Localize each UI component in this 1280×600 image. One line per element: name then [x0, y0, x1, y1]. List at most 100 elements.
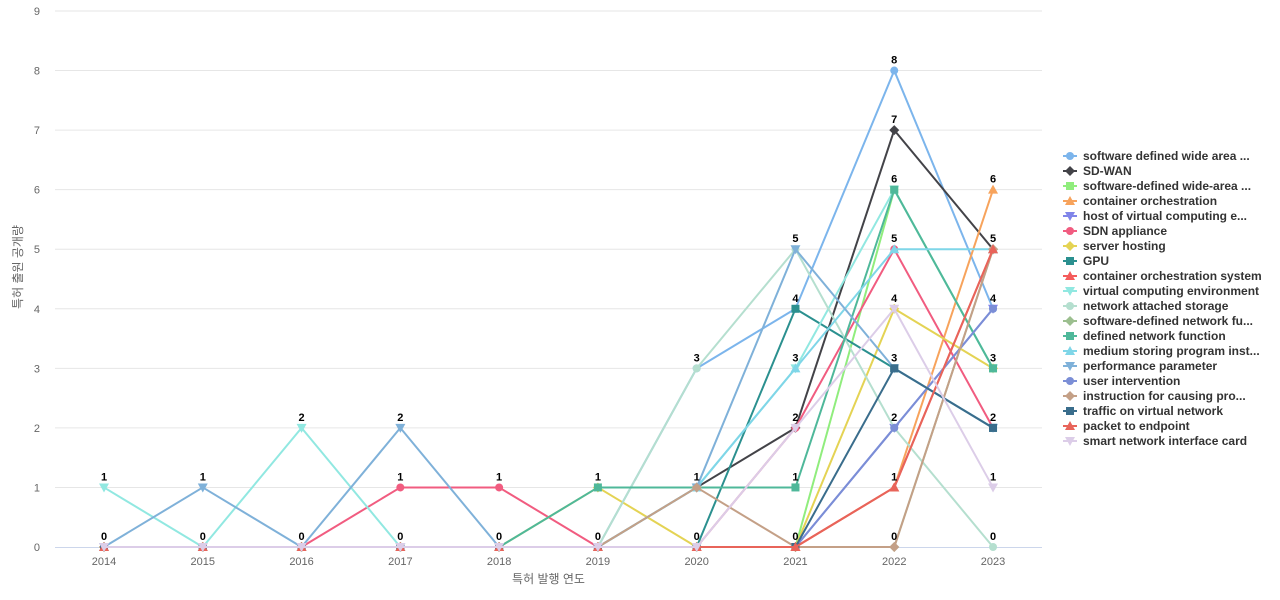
legend-item[interactable]: software defined wide area ... [1063, 149, 1250, 163]
legend-item[interactable]: instruction for causing pro... [1063, 389, 1246, 403]
data-point [790, 423, 801, 433]
legend-label: performance parameter [1083, 359, 1217, 373]
data-label: 4 [891, 293, 898, 305]
data-point [99, 543, 109, 552]
data-point [889, 125, 900, 136]
data-point [692, 364, 701, 373]
data-label: 1 [397, 471, 403, 483]
data-label: 0 [990, 531, 996, 543]
legend-marker [1066, 227, 1074, 235]
legend-label: packet to endpoint [1083, 419, 1190, 433]
legend-item[interactable]: network attached storage [1063, 299, 1229, 313]
legend-marker [1066, 407, 1074, 415]
data-label: 0 [496, 531, 502, 543]
data-label: 2 [298, 412, 304, 424]
x-tick-label: 2017 [388, 556, 412, 568]
data-point [99, 483, 109, 493]
legend-marker [1065, 287, 1075, 296]
data-label: 1 [990, 471, 996, 483]
data-label: 4 [792, 293, 799, 305]
data-point [494, 543, 505, 552]
data-point [989, 423, 998, 432]
data-label: 3 [990, 352, 996, 364]
data-label: 2 [891, 412, 897, 424]
legend-label: software defined wide area ... [1083, 149, 1250, 163]
data-label: 1 [101, 471, 107, 483]
legend-item[interactable]: SD-WAN [1063, 164, 1132, 178]
data-point [296, 543, 307, 552]
x-tick-label: 2014 [92, 556, 116, 568]
series-5 [100, 245, 998, 551]
legend-item[interactable]: container orchestration [1063, 194, 1217, 208]
y-tick-label: 5 [34, 244, 40, 256]
data-point [989, 364, 998, 373]
series-line [104, 129, 994, 548]
data-label: 0 [595, 531, 601, 543]
legend-item[interactable]: medium storing program inst... [1063, 344, 1260, 358]
legend-item[interactable]: software-defined network fu... [1063, 314, 1253, 328]
series-18 [99, 244, 999, 551]
data-point [395, 423, 406, 433]
data-label: 0 [694, 531, 700, 543]
series-line [104, 307, 994, 548]
data-point [988, 184, 999, 194]
legend-marker [1065, 391, 1075, 401]
data-label: 2 [792, 412, 798, 424]
data-label: 0 [891, 531, 897, 543]
legend-item[interactable]: SDN appliance [1063, 224, 1167, 238]
y-tick-label: 3 [34, 363, 40, 375]
legend-label: virtual computing environment [1083, 284, 1259, 298]
data-point [296, 423, 307, 433]
series-19 [99, 304, 999, 552]
data-point [197, 483, 208, 493]
data-label: 7 [891, 114, 897, 126]
data-point [691, 482, 702, 493]
legend-label: host of virtual computing e... [1083, 209, 1247, 223]
legend-label: SDN appliance [1083, 224, 1167, 238]
legend-label: user intervention [1083, 374, 1180, 388]
y-axis-title: 특허 출원 공개량 [11, 225, 25, 309]
x-tick-label: 2018 [487, 556, 511, 568]
x-tick-label: 2016 [289, 556, 313, 568]
data-point [791, 483, 800, 492]
data-label: 5 [990, 233, 996, 245]
legend-item[interactable]: smart network interface card [1063, 434, 1247, 448]
legend-item[interactable]: server hosting [1063, 239, 1166, 253]
legend-item[interactable]: packet to endpoint [1063, 419, 1190, 433]
data-label: 5 [891, 233, 897, 245]
x-tick-label: 2023 [981, 556, 1005, 568]
legend-marker [1065, 421, 1075, 430]
legend-label: software-defined network fu... [1083, 314, 1253, 328]
series-line [104, 367, 994, 548]
data-label: 1 [595, 471, 601, 483]
legend-item[interactable]: GPU [1063, 254, 1109, 268]
data-point [395, 543, 406, 552]
legend-item[interactable]: performance parameter [1063, 359, 1217, 373]
y-tick-label: 2 [34, 423, 40, 435]
legend-item[interactable]: host of virtual computing e... [1063, 209, 1247, 223]
legend-marker [1065, 212, 1075, 221]
x-axis-ticks: 2014 2015 2016 2017 2018 2019 2020 2021 2022 2023 [92, 556, 1006, 568]
data-label: 0 [792, 531, 798, 543]
legend-item[interactable]: software-defined wide-area ... [1063, 179, 1251, 193]
data-point [790, 363, 801, 373]
data-label: 1 [496, 471, 502, 483]
series-lines [99, 66, 999, 552]
y-tick-label: 4 [34, 304, 40, 316]
legend-item[interactable]: virtual computing environment [1063, 284, 1259, 298]
data-point [890, 423, 899, 432]
legend-item[interactable]: traffic on virtual network [1063, 404, 1223, 418]
x-tick-label: 2019 [586, 556, 610, 568]
legend-marker [1066, 257, 1074, 265]
legend-item[interactable]: defined network function [1063, 329, 1226, 343]
x-tick-label: 2015 [191, 556, 215, 568]
data-label: 0 [200, 531, 206, 543]
legend: software defined wide area ...SD-WANsoft… [1063, 149, 1262, 448]
legend-item[interactable]: user intervention [1063, 374, 1180, 388]
data-point [396, 483, 405, 492]
data-point [890, 66, 899, 75]
legend-item[interactable]: container orchestration system [1063, 269, 1262, 283]
data-point [790, 245, 801, 255]
grid-lines [55, 10, 1042, 488]
